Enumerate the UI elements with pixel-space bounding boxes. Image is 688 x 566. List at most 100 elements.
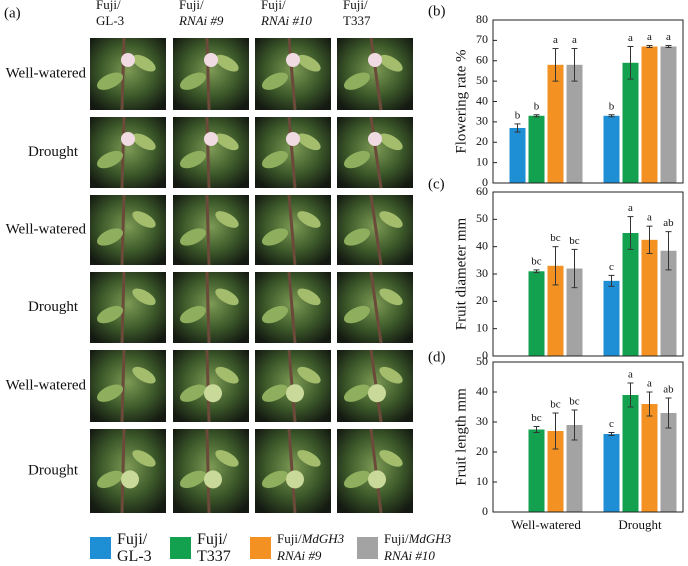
leaf <box>343 470 371 489</box>
photo-detail <box>261 37 321 111</box>
panel-label: (a) <box>4 5 21 21</box>
photo-detail <box>343 37 403 111</box>
stem <box>205 271 211 344</box>
row-label: Well-watered <box>6 221 87 237</box>
photo-detail <box>179 116 239 189</box>
leaf <box>379 288 403 306</box>
significance-letter: bc <box>550 399 561 411</box>
y-tick-label: 30 <box>476 114 488 128</box>
legend-swatch <box>250 537 271 559</box>
stem <box>369 194 383 266</box>
leaf <box>297 450 321 467</box>
y-tick-label: 40 <box>476 384 488 398</box>
y-tick-label: 20 <box>476 293 488 307</box>
photo-detail <box>261 271 321 344</box>
y-tick-label: 30 <box>476 266 488 280</box>
leaf <box>179 72 207 90</box>
significance-letter: a <box>628 202 633 214</box>
y-tick-label: 0 <box>482 504 488 518</box>
stem <box>369 271 383 344</box>
bar <box>547 64 564 183</box>
leaf <box>215 211 239 228</box>
legend-label: Fuji/ <box>197 531 228 548</box>
leaf <box>297 54 321 72</box>
error-bar <box>627 45 634 80</box>
error-bar <box>646 225 653 254</box>
error-bar <box>571 248 578 289</box>
y-tick-label: 10 <box>476 474 488 488</box>
significance-letter: c <box>609 418 614 430</box>
fruit <box>286 384 304 403</box>
leaf <box>379 133 403 151</box>
legend-text: MdGH3 <box>301 531 345 546</box>
legend-text: Fuji/ <box>117 531 148 548</box>
significance-letter: c <box>609 261 614 273</box>
legend-swatch <box>90 537 111 559</box>
photo-detail <box>96 349 156 423</box>
photo <box>90 272 166 343</box>
leaf <box>261 150 289 169</box>
leaf <box>179 150 207 169</box>
leaf <box>261 384 289 402</box>
stem <box>369 37 383 111</box>
bar <box>566 64 583 183</box>
leaf <box>96 384 124 402</box>
leaf <box>261 470 289 489</box>
error-bar <box>552 412 559 450</box>
stem <box>205 194 211 266</box>
x-tick-label: Drought <box>618 517 662 532</box>
error-bar <box>533 426 540 433</box>
photo <box>173 117 249 188</box>
plot-frame <box>492 19 684 184</box>
significance-letter: bc <box>531 412 542 424</box>
leaf <box>132 211 156 228</box>
flower <box>121 53 135 67</box>
significance-letter: a <box>572 34 577 46</box>
flower <box>121 132 135 146</box>
stem <box>205 37 211 111</box>
bar <box>660 250 677 356</box>
legend-text: Fuji/ <box>384 531 409 546</box>
error-bar <box>533 114 540 118</box>
leaf <box>96 305 124 324</box>
photo <box>173 272 249 343</box>
leaf <box>96 228 124 246</box>
stem <box>120 271 126 344</box>
bar <box>509 127 526 183</box>
leaf <box>179 384 207 402</box>
bar <box>603 434 620 512</box>
error-bar <box>608 114 615 118</box>
leaf <box>297 288 321 306</box>
leaf <box>132 450 156 467</box>
legend-label: Fuji/MdGH3 <box>277 531 345 546</box>
photo-detail <box>179 349 239 423</box>
stem <box>369 116 383 189</box>
bar <box>603 115 620 183</box>
leaf <box>132 133 156 151</box>
significance-letter: b <box>515 109 521 121</box>
stem <box>287 194 297 266</box>
plot-frame <box>492 361 684 513</box>
photo-detail <box>96 116 156 189</box>
error-bar <box>552 246 559 286</box>
legend-swatch <box>357 537 378 559</box>
bar <box>566 268 583 356</box>
significance-letter: a <box>628 369 633 381</box>
legend-label: GL-3 <box>117 548 152 565</box>
bar <box>603 280 620 356</box>
stem <box>120 428 126 514</box>
legend-text: MdGH3 <box>408 531 452 546</box>
significance-letter: a <box>628 32 633 44</box>
fruit <box>368 384 386 403</box>
error-bar <box>665 231 672 271</box>
stem <box>120 194 126 266</box>
stem <box>120 349 126 423</box>
photo-detail <box>96 271 156 344</box>
bar <box>622 395 639 512</box>
leaf <box>179 228 207 246</box>
leaf <box>297 366 321 384</box>
legend-label: T337 <box>197 548 231 565</box>
photo-detail <box>96 194 156 266</box>
row-label: Well-watered <box>6 377 87 393</box>
leaf <box>215 133 239 151</box>
